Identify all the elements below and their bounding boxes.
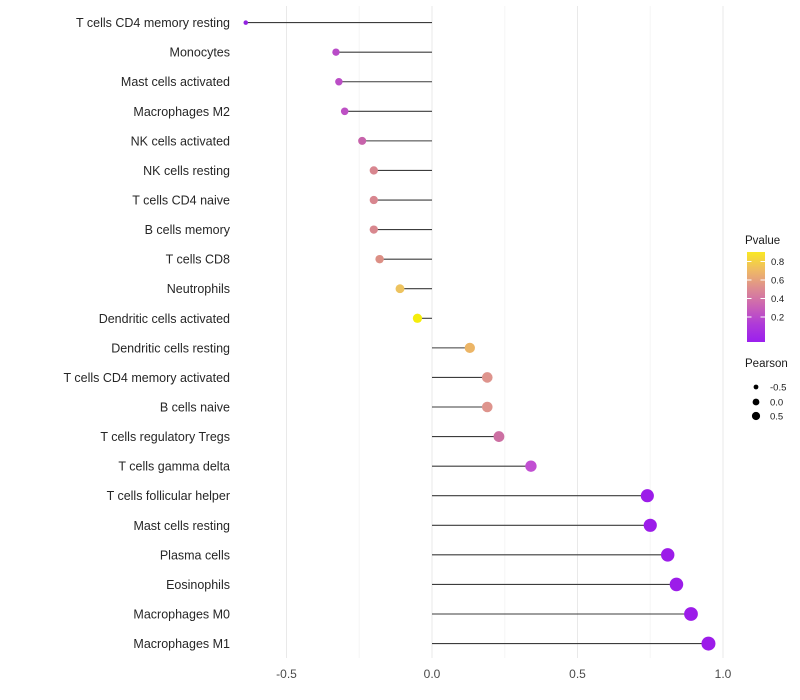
- pearson-legend-label: 0.5: [770, 412, 783, 423]
- category-label: Plasma cells: [160, 548, 230, 562]
- lollipop-dot: [684, 607, 698, 621]
- lollipop-dot: [525, 460, 537, 472]
- lollipop-dot: [243, 20, 249, 25]
- lollipop-dot: [701, 636, 716, 651]
- category-label: T cells gamma delta: [118, 460, 230, 474]
- category-label: Neutrophils: [167, 282, 230, 296]
- category-label: Macrophages M2: [133, 105, 230, 119]
- pearson-legend-dot: [752, 398, 760, 406]
- lollipop-dot: [669, 577, 684, 592]
- category-label: Mast cells resting: [133, 519, 230, 533]
- pearson-legend-label: -0.5: [770, 383, 786, 394]
- lollipop-dot: [412, 313, 423, 323]
- lollipop-dot: [369, 195, 378, 205]
- lollipop-dot: [335, 78, 343, 86]
- x-axis-tick-label: 1.0: [715, 667, 732, 681]
- pearson-legend-dot: [751, 411, 761, 421]
- category-label: NK cells resting: [143, 164, 230, 178]
- pvalue-tick-label: 0.6: [771, 276, 784, 287]
- pearson-legend-dot: [753, 384, 759, 390]
- category-label: T cells CD4 naive: [132, 194, 230, 208]
- x-axis-tick-label: -0.5: [276, 667, 297, 681]
- lollipop-dot: [395, 284, 405, 294]
- category-label: T cells CD8: [166, 253, 230, 267]
- category-label: Macrophages M0: [133, 608, 230, 622]
- category-label: T cells follicular helper: [107, 489, 230, 503]
- pearson-legend-label: 0.0: [770, 398, 783, 409]
- pvalue-tick-label: 0.8: [771, 257, 784, 268]
- lollipop-dot: [643, 518, 657, 532]
- x-axis-tick-label: 0.5: [569, 667, 586, 681]
- category-label: Monocytes: [170, 46, 230, 60]
- lollipop-dot: [660, 548, 675, 562]
- lollipop-dot: [369, 225, 378, 234]
- pvalue-legend-title: Pvalue: [745, 235, 780, 247]
- lollipop-dot: [358, 136, 367, 145]
- category-label: Mast cells activated: [121, 75, 230, 89]
- category-label: Macrophages M1: [133, 637, 230, 651]
- lollipop-dot: [640, 489, 654, 503]
- lollipop-dot: [481, 401, 493, 413]
- category-label: Dendritic cells activated: [99, 312, 230, 326]
- lollipop-dot: [464, 342, 475, 354]
- lollipop-dot: [493, 431, 505, 442]
- x-axis-tick-label: 0.0: [424, 667, 441, 681]
- lollipop-dot: [375, 254, 384, 264]
- category-label: T cells CD4 memory activated: [64, 371, 231, 385]
- category-label: NK cells activated: [131, 134, 230, 148]
- pvalue-colorbar: [747, 252, 765, 342]
- category-label: B cells naive: [160, 401, 230, 415]
- category-label: B cells memory: [145, 223, 231, 237]
- lollipop-dot: [481, 372, 493, 383]
- category-label: T cells CD4 memory resting: [76, 16, 230, 30]
- pvalue-tick-label: 0.2: [771, 313, 784, 324]
- pearson-legend-title: Pearson: [745, 358, 788, 370]
- pvalue-tick-label: 0.4: [771, 294, 784, 305]
- lollipop-dot: [340, 107, 349, 116]
- lollipop-dot: [369, 166, 378, 175]
- category-label: Dendritic cells resting: [111, 341, 230, 355]
- category-label: T cells regulatory Tregs: [100, 430, 230, 444]
- lollipop-dot: [332, 48, 340, 56]
- category-label: Eosinophils: [166, 578, 230, 592]
